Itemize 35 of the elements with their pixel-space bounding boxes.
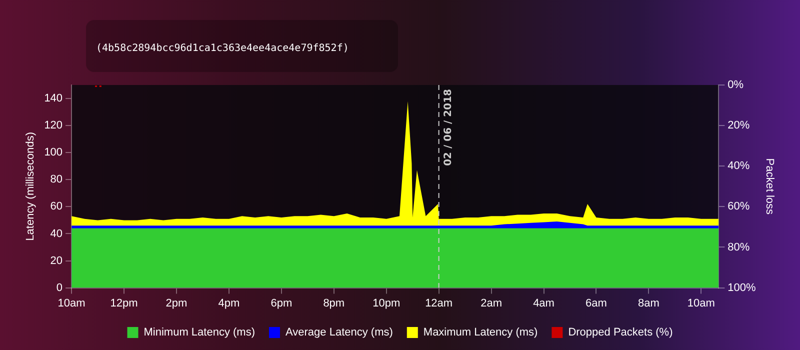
x-tick-label: 4pm xyxy=(218,297,240,310)
x-tick-label: 8am xyxy=(638,297,660,310)
x-tick-label: 2pm xyxy=(166,297,188,310)
x-tick-label: 2am xyxy=(480,297,502,310)
x-tick-label: 6pm xyxy=(270,297,292,310)
y2-tick-label: 60% xyxy=(728,200,750,213)
y-tick-label: 80 xyxy=(50,174,63,186)
y-tick-label: 140 xyxy=(44,92,63,105)
x-tick-label: 6am xyxy=(586,297,607,310)
x-tick-label: 4am xyxy=(533,297,554,310)
y-tick-label: 20 xyxy=(50,254,63,267)
y-tick-label: 0 xyxy=(56,282,63,294)
x-tick-label: 8pm xyxy=(323,297,345,310)
legend-label: Maximum Latency (ms) xyxy=(423,326,538,339)
x-tick-label: 10pm xyxy=(372,297,400,310)
y2-tick-label: 20% xyxy=(728,120,750,132)
x-tick-label: 12pm xyxy=(110,297,138,310)
ref-line-label: 02 / 06 / 2018 xyxy=(442,88,454,166)
y-tick-label: 100 xyxy=(44,146,63,159)
y2-tick-label: 0% xyxy=(728,79,744,92)
y-tick-label: 40 xyxy=(50,228,63,240)
y2-tick-label: 80% xyxy=(728,241,750,254)
y2-axis-title: Packet loss xyxy=(763,158,776,216)
y-tick-label: 120 xyxy=(44,120,63,132)
x-tick-label: 12am xyxy=(425,297,453,310)
y-axis-title: Latency (milliseconds) xyxy=(24,132,37,241)
chart-subtitle: (4b58c2894bcc96d1ca1c363e4ee4ace4e79f852f) xyxy=(96,43,349,54)
y2-tick-label: 40% xyxy=(728,160,750,172)
legend-label: Minimum Latency (ms) xyxy=(144,326,256,339)
y-tick-label: 60 xyxy=(50,200,63,213)
y2-tick-label: 100% xyxy=(728,282,756,294)
legend-label: Average Latency (ms) xyxy=(286,326,393,339)
x-tick-label: 10am xyxy=(58,297,86,310)
x-tick-label: 10am xyxy=(687,297,715,310)
legend-label: Dropped Packets (%) xyxy=(568,326,673,339)
